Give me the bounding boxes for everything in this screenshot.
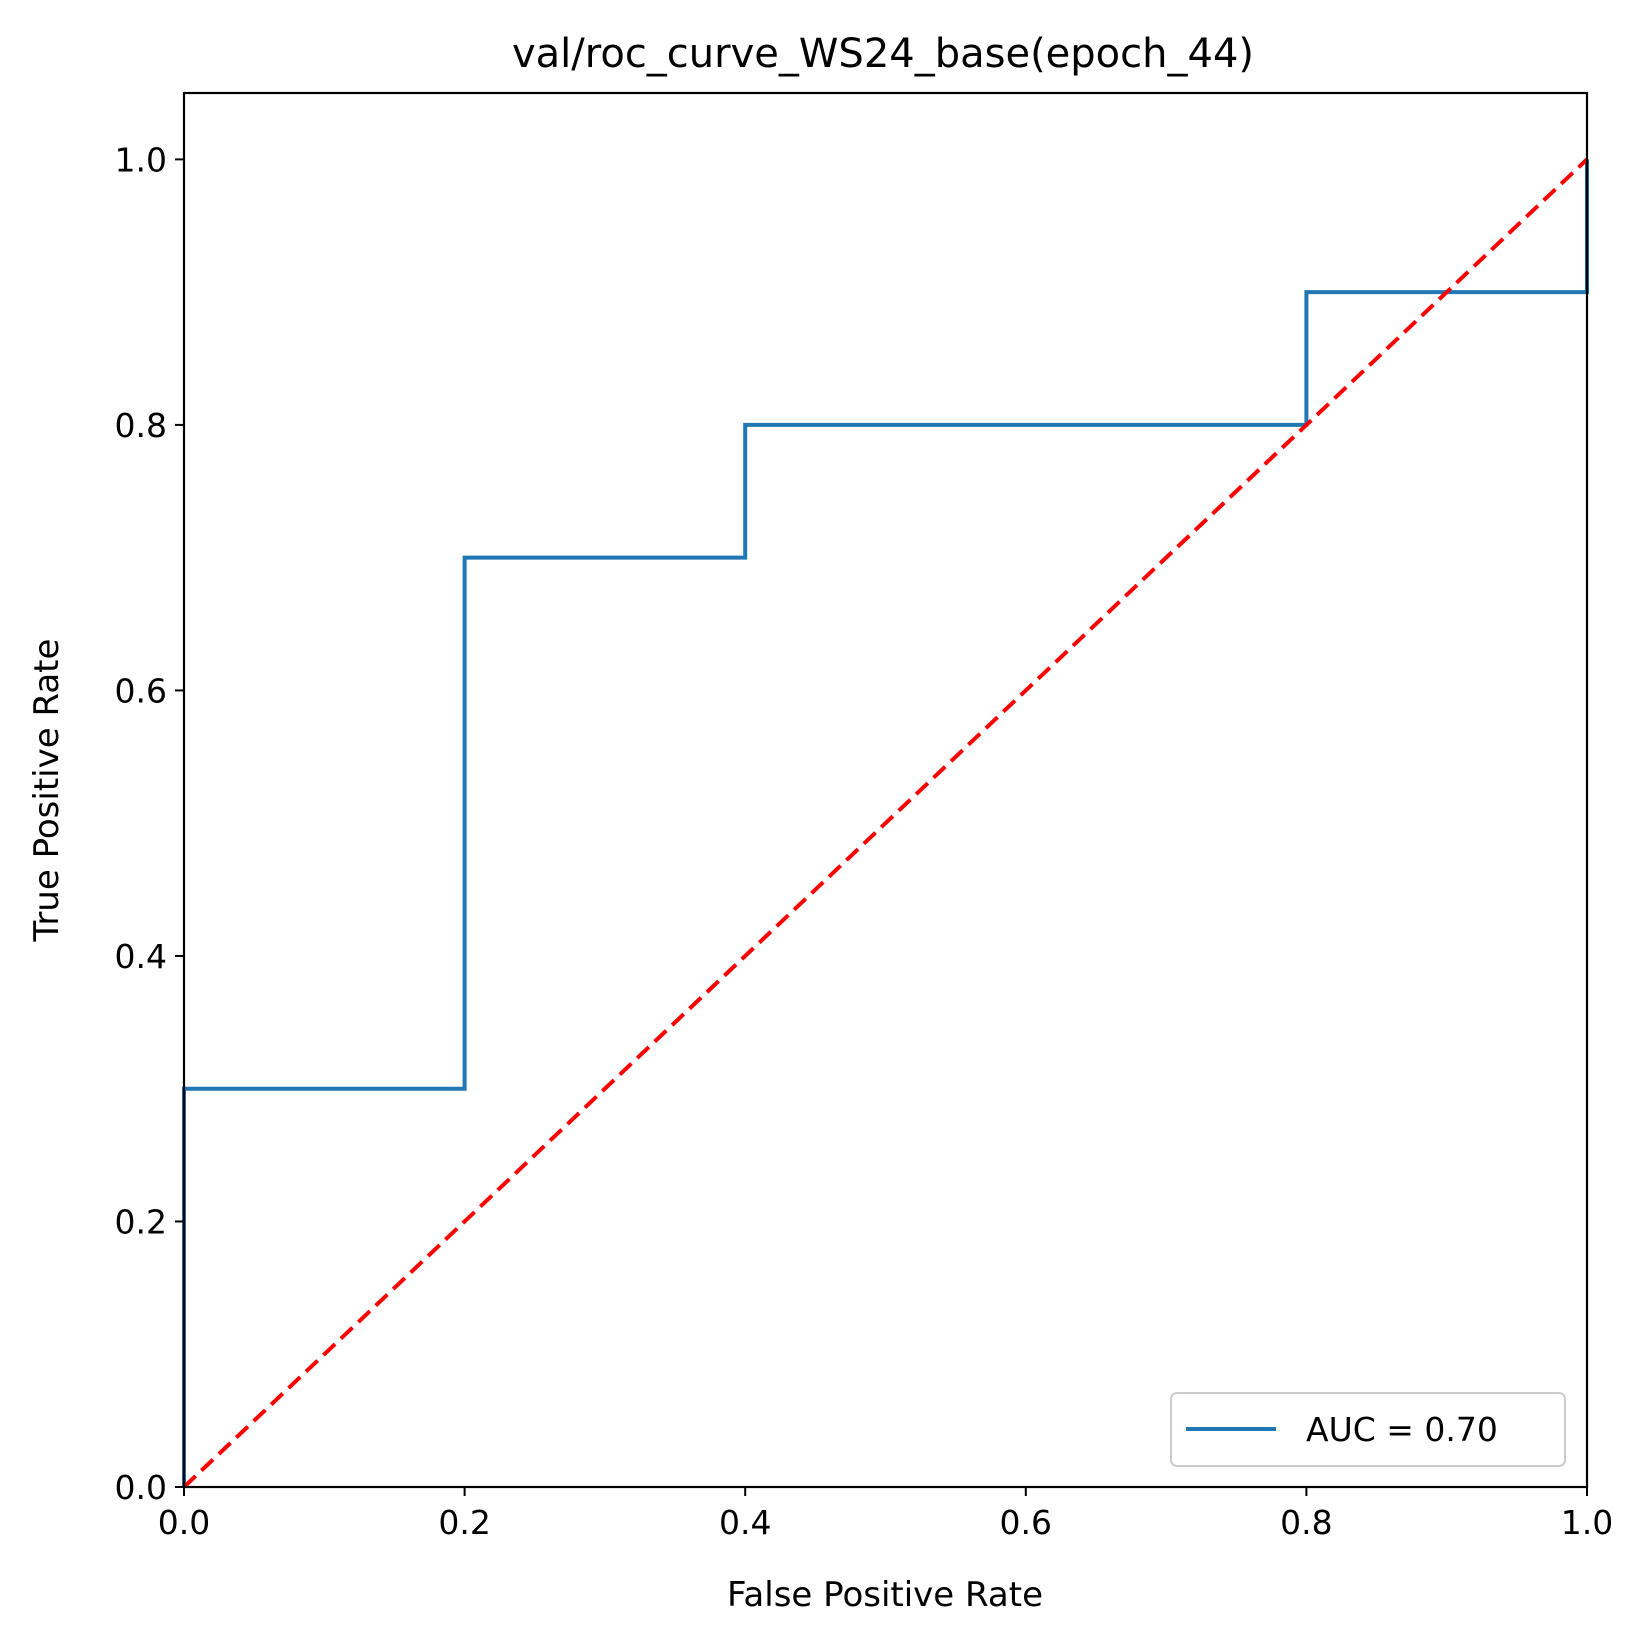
x-tick-label: 0.2 <box>438 1503 490 1542</box>
chance-line <box>182 157 1589 1489</box>
x-tick-label: 0.8 <box>1280 1503 1332 1542</box>
legend-label: AUC = 0.70 <box>1306 1410 1498 1449</box>
legend-box <box>1170 1392 1566 1467</box>
y-tick-label: 0.8 <box>115 406 167 445</box>
x-tick-label: 0.6 <box>1000 1503 1052 1542</box>
y-tick-label: 1.0 <box>115 140 167 179</box>
y-tick-label: 0.6 <box>115 671 167 710</box>
axis-ticks: 0.0 0.2 0.4 0.6 0.8 1.0 0.0 0.2 0.4 0.6 0.8 1.0 <box>115 140 1614 1542</box>
legend: AUC = 0.70 <box>1170 1392 1566 1467</box>
x-axis-label: False Positive Rate <box>727 1575 1043 1615</box>
y-axis-label: True Positive Rate <box>27 639 67 943</box>
chart-title: val/roc_curve_WS24_base(epoch_44) <box>512 31 1254 77</box>
x-tick-label: 0.0 <box>158 1503 210 1542</box>
y-tick-label: 0.2 <box>115 1202 167 1241</box>
plot-area <box>182 157 1589 1489</box>
y-tick-label: 0.4 <box>115 937 167 976</box>
x-tick-label: 0.4 <box>719 1503 771 1542</box>
x-tick-label: 1.0 <box>1561 1503 1613 1542</box>
plot-frame <box>182 91 1589 1489</box>
y-tick-label: 0.0 <box>115 1468 167 1507</box>
